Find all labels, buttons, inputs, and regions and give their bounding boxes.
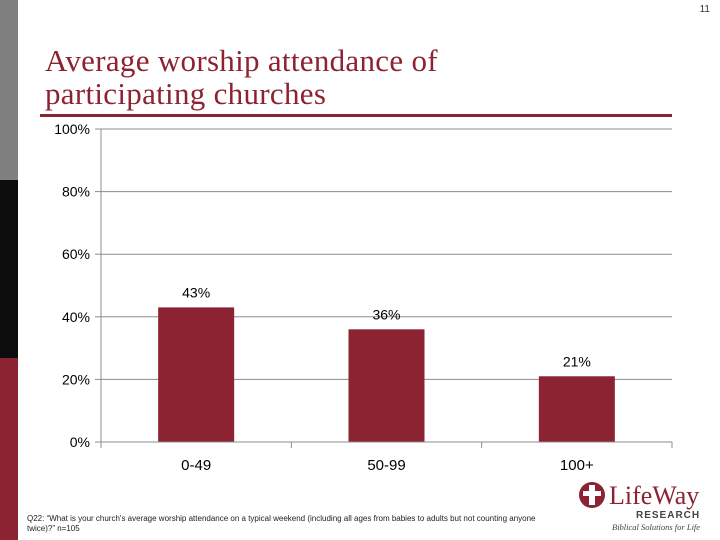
- slide-title-line2: participating churches: [45, 76, 327, 111]
- bar-value-label: 43%: [182, 284, 210, 300]
- x-category-label: 0-49: [181, 457, 211, 474]
- page-number: 11: [699, 4, 710, 15]
- bar-value-label: 36%: [372, 306, 400, 322]
- x-category-label: 50-99: [367, 457, 405, 474]
- bar: [538, 376, 615, 442]
- y-tick-label: 20%: [62, 371, 90, 387]
- y-tick-label: 40%: [62, 309, 90, 325]
- slide-title: Average worship attendance of participat…: [45, 44, 438, 110]
- slide-title-line1: Average worship attendance of: [45, 43, 438, 78]
- side-stripe-black: [0, 180, 18, 358]
- y-tick-label: 0%: [70, 434, 90, 450]
- logo-brand: LifeWay: [609, 481, 699, 510]
- footnote: Q22: “What is your church's average wors…: [27, 514, 536, 533]
- y-tick-label: 80%: [62, 184, 90, 200]
- side-stripe-red: [0, 358, 18, 540]
- logo-tagline: Biblical Solutions for Life: [612, 522, 700, 532]
- title-underline: [40, 114, 672, 117]
- y-tick-label: 100%: [54, 121, 90, 137]
- bar: [348, 329, 425, 442]
- x-category-label: 100+: [560, 457, 594, 474]
- side-stripe-gray: [0, 0, 18, 180]
- lifeway-research-logo: LifeWay RESEARCH Biblical Solutions for …: [579, 481, 700, 532]
- logo-sub: RESEARCH: [636, 510, 700, 521]
- cross-emblem-icon: [579, 482, 605, 508]
- bar-value-label: 21%: [563, 353, 591, 369]
- y-tick-label: 60%: [62, 246, 90, 262]
- bar: [158, 307, 235, 442]
